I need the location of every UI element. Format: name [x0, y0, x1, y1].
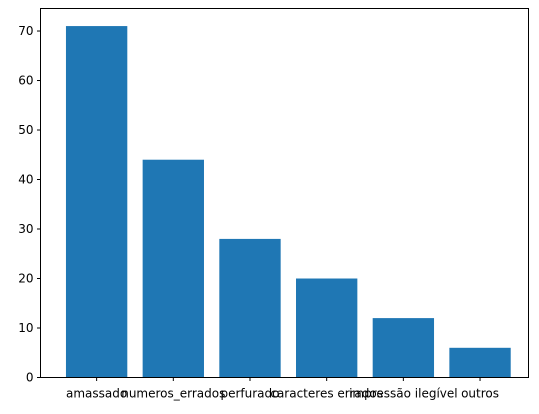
plot-frame: [40, 8, 529, 378]
y-tick-label: 20: [18, 272, 33, 286]
bar-4: [372, 318, 435, 378]
x-tick-label: caracteres errados: [270, 387, 383, 401]
y-tick-label: 60: [18, 74, 33, 88]
x-tick-label: amassado: [66, 387, 127, 401]
bar-0: [65, 26, 128, 378]
y-tick-label: 30: [18, 222, 33, 236]
y-tick-label: 0: [26, 371, 34, 385]
bars-layer: [65, 26, 511, 378]
bar-2: [219, 238, 281, 378]
y-tick-label: 10: [18, 321, 33, 335]
x-tick-label: perfurado: [220, 387, 279, 401]
y-tick-label: 50: [18, 123, 33, 137]
y-tick-label: 40: [18, 173, 33, 187]
x-axis: amassadonumeros_erradosperfuradocaracter…: [66, 377, 499, 401]
bar-3: [296, 278, 358, 378]
bar-1: [142, 159, 204, 378]
y-axis: 0 10 20 30 40 50 60 70: [18, 24, 41, 385]
x-tick-label: impressão ilegível: [349, 387, 458, 401]
x-tick-label: numeros_errados: [121, 387, 225, 401]
x-tick-label: outros: [461, 387, 499, 401]
bar-5: [449, 347, 511, 378]
y-tick-label: 70: [18, 24, 33, 38]
